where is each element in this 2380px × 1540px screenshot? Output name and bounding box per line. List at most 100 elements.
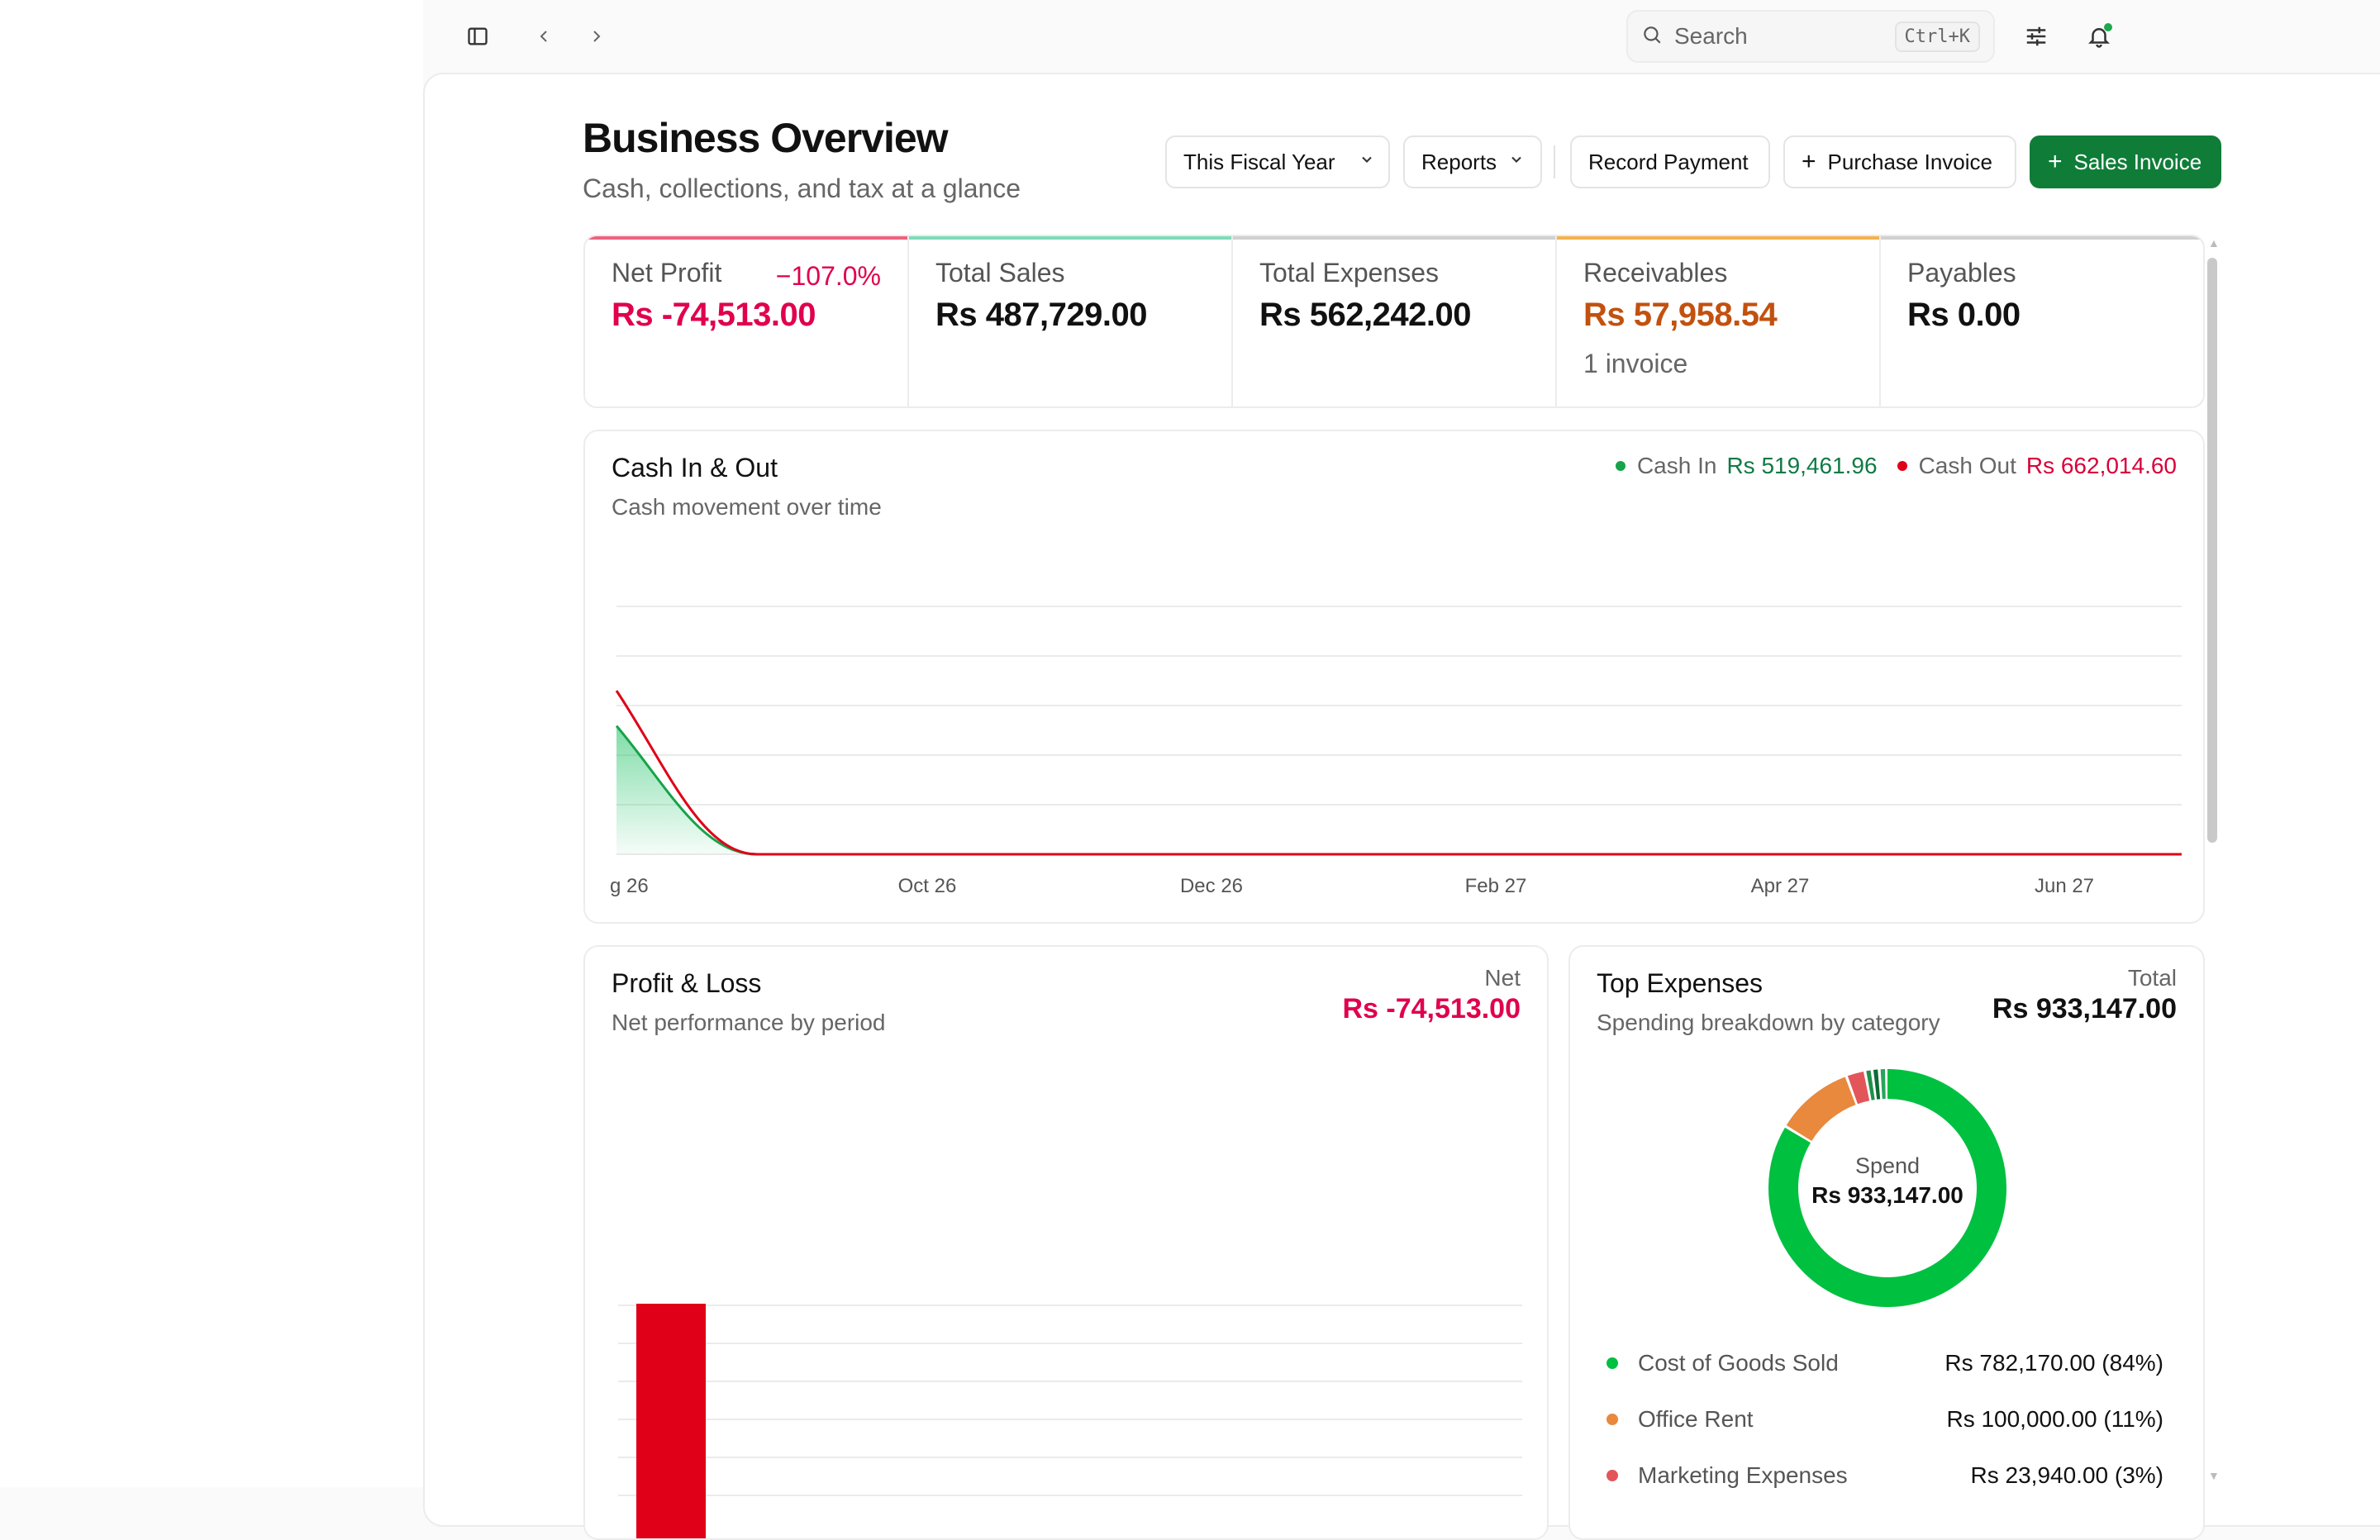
total-value: Rs 933,147.00 xyxy=(1992,993,2177,1024)
x-tick-label: Jun 27 xyxy=(2035,875,2094,897)
kpi-label: Net Profit xyxy=(612,258,722,288)
legend-dot xyxy=(1897,461,1907,471)
donut-slice xyxy=(1768,1069,2006,1307)
total-label: Total xyxy=(2127,965,2177,991)
toolbar-divider xyxy=(1554,145,1555,178)
card-title: Top Expenses xyxy=(1597,968,1764,998)
card-subtitle: Net performance by period xyxy=(612,1010,886,1035)
kpi-accent-bar xyxy=(1557,236,1879,240)
sales-invoice-button[interactable]: + Sales Invoice xyxy=(2030,135,2221,188)
scroll-down-arrow[interactable]: ▼ xyxy=(2208,1469,2220,1482)
page-title: Business Overview xyxy=(583,115,949,161)
kpi-value: Rs 487,729.00 xyxy=(935,297,1147,333)
reports-label: Reports xyxy=(1421,149,1497,174)
kpi-net-profit[interactable]: Net Profit −107.0% Rs -74,513.00 xyxy=(585,236,909,406)
cash-card: Cash In & Out Cash movement over time Ca… xyxy=(583,430,2205,924)
donut-center-label: Spend xyxy=(1854,1153,1921,1178)
card-subtitle: Cash movement over time xyxy=(612,494,882,520)
card-title: Cash In & Out xyxy=(612,453,778,482)
kpi-value: Rs 562,242.00 xyxy=(1259,297,1471,333)
cash-in-line xyxy=(615,725,2182,856)
pl-chart xyxy=(618,1304,1522,1538)
expense-name: Office Rent xyxy=(1638,1406,1754,1432)
reports-button[interactable]: Reports xyxy=(1403,135,1542,188)
kpi-strip: Net Profit −107.0% Rs -74,513.00 Total S… xyxy=(583,235,2205,408)
expenses-card: Top Expenses Spending breakdown by categ… xyxy=(1568,945,2205,1540)
card-subtitle: Spending breakdown by category xyxy=(1597,1010,1940,1035)
pl-card: Profit & Loss Net performance by period … xyxy=(583,945,1549,1540)
plus-icon: + xyxy=(1802,148,1816,175)
kpi-total-sales[interactable]: Total Sales Rs 487,729.00 xyxy=(909,236,1233,406)
purchase-invoice-label: Purchase Invoice xyxy=(1827,149,1992,174)
expenses-list: Cost of Goods Sold Rs 782,170.00 (84%) O… xyxy=(1606,1335,2163,1504)
plus-icon: + xyxy=(2048,148,2063,175)
filter-sliders-icon[interactable] xyxy=(2016,17,2056,56)
legend-value: Rs 662,014.60 xyxy=(2025,453,2177,478)
legend-cash-in: Cash In Rs 519,461.96 xyxy=(1615,453,1878,479)
x-tick-label: Feb 27 xyxy=(1465,875,1527,897)
kpi-label: Payables xyxy=(1907,258,2016,288)
donut-center-value: Rs 933,147.00 xyxy=(1811,1182,1963,1208)
kpi-sub: 1 invoice xyxy=(1583,349,1688,378)
expense-name: Marketing Expenses xyxy=(1638,1462,1848,1488)
search-icon xyxy=(1641,24,1663,50)
purchase-invoice-button[interactable]: + Purchase Invoice xyxy=(1783,135,2016,188)
chevron-down-icon xyxy=(1359,151,1375,173)
donut-ring xyxy=(1768,1069,2006,1307)
expenses-total: Total Rs 933,147.00 xyxy=(1992,965,2177,1025)
legend-dot xyxy=(1606,1357,1618,1369)
x-tick-label: Oct 26 xyxy=(898,875,957,897)
kpi-receivables[interactable]: Receivables Rs 57,958.54 1 invoice xyxy=(1557,236,1881,406)
expense-amount: Rs 23,940.00 (3%) xyxy=(1970,1462,2163,1488)
legend-dot xyxy=(1615,461,1626,471)
kpi-label: Total Expenses xyxy=(1259,258,1440,288)
topbar xyxy=(423,0,2380,73)
expense-amount: Rs 100,000.00 (11%) xyxy=(1946,1406,2163,1432)
list-item[interactable]: Marketing Expenses Rs 23,940.00 (3%) xyxy=(1606,1447,2163,1504)
pl-net: Net Rs -74,513.00 xyxy=(1343,965,1521,1025)
record-payment-label: Record Payment xyxy=(1588,149,1749,174)
scrollbar-thumb[interactable] xyxy=(2207,258,2217,843)
x-tick-label: Apr 27 xyxy=(1751,875,1810,897)
forward-icon[interactable] xyxy=(577,17,616,56)
expenses-donut xyxy=(1768,1069,2006,1307)
sales-invoice-label: Sales Invoice xyxy=(2073,149,2202,174)
kpi-accent-bar xyxy=(1233,236,1555,240)
legend-dot xyxy=(1606,1414,1618,1425)
kpi-accent-bar xyxy=(585,236,907,240)
back-icon[interactable] xyxy=(524,17,564,56)
page-subtitle: Cash, collections, and tax at a glance xyxy=(583,173,1021,203)
left-pane xyxy=(0,0,423,1487)
kpi-payables[interactable]: Payables Rs 0.00 xyxy=(1881,236,2203,406)
period-select[interactable]: This Fiscal Year xyxy=(1165,135,1390,188)
net-value: Rs -74,513.00 xyxy=(1342,993,1521,1024)
kpi-change: −107.0% xyxy=(775,261,881,291)
cash-chart: g 26 Oct 26 Dec 26 Feb 27 Apr 27 Jun 27 xyxy=(610,606,2182,897)
pl-bar xyxy=(636,1304,706,1538)
scroll-up-arrow[interactable]: ▲ xyxy=(2208,236,2220,250)
list-item[interactable]: Cost of Goods Sold Rs 782,170.00 (84%) xyxy=(1606,1335,2163,1391)
sidebar-toggle-icon[interactable] xyxy=(458,17,497,56)
x-tick-label: Dec 26 xyxy=(1180,875,1243,897)
x-tick-label: g 26 xyxy=(610,875,649,897)
list-item[interactable]: Office Rent Rs 100,000.00 (11%) xyxy=(1606,1391,2163,1447)
kpi-value: Rs 0.00 xyxy=(1907,297,2021,333)
donut-center: Spend Rs 933,147.00 xyxy=(1764,1153,2011,1209)
record-payment-button[interactable]: Record Payment xyxy=(1570,135,1770,188)
kpi-value: Rs -74,513.00 xyxy=(612,297,816,333)
bell-icon[interactable] xyxy=(2079,17,2119,56)
expense-amount: Rs 782,170.00 (84%) xyxy=(1944,1350,2163,1376)
legend-label: Cash In xyxy=(1636,453,1717,478)
kpi-accent-bar xyxy=(1881,236,2203,240)
chevron-down-icon xyxy=(1508,151,1525,173)
expense-name: Cost of Goods Sold xyxy=(1638,1350,1839,1376)
legend-dot xyxy=(1606,1470,1618,1481)
cash-legend: Cash In Rs 519,461.96 Cash Out Rs 662,01… xyxy=(1596,453,2177,479)
cash-in-area xyxy=(616,725,2182,854)
legend-label: Cash Out xyxy=(1918,453,2016,478)
kpi-total-expenses[interactable]: Total Expenses Rs 562,242.00 xyxy=(1233,236,1557,406)
search-input[interactable]: Search Ctrl+K xyxy=(1626,10,1995,63)
notification-dot xyxy=(2104,23,2112,31)
legend-value: Rs 519,461.96 xyxy=(1726,453,1878,478)
search-placeholder: Search xyxy=(1674,23,1748,49)
